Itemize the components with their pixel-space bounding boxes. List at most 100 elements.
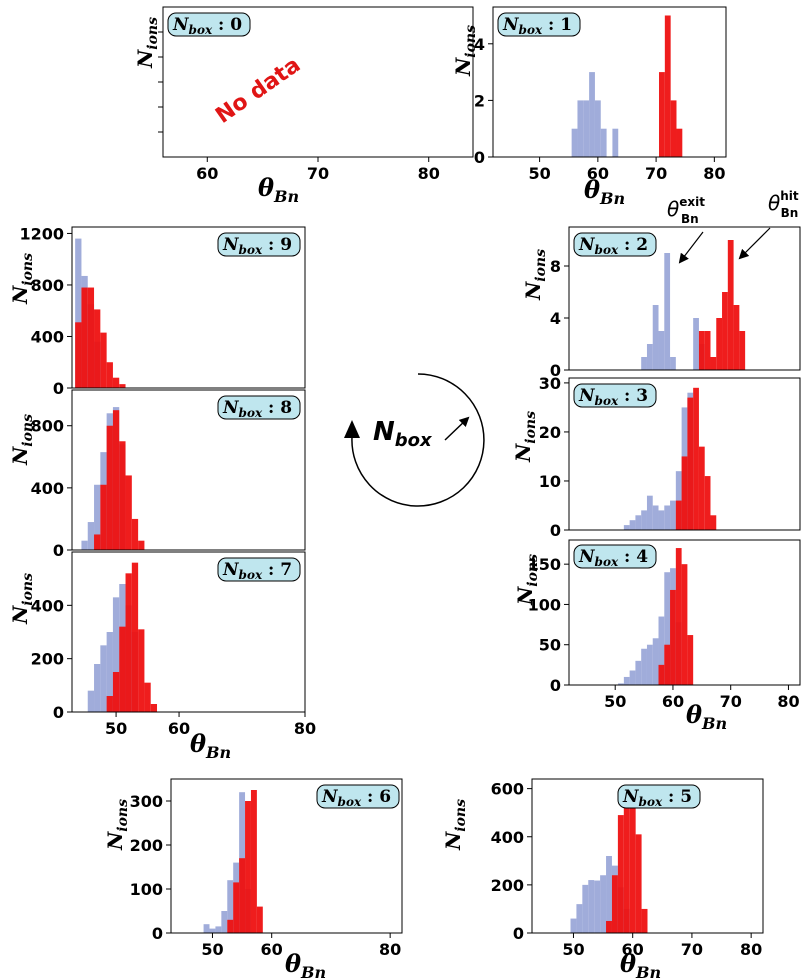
x-tick-label: 70 xyxy=(645,164,667,183)
exit-bar xyxy=(658,510,665,530)
x-axis-label: θBn xyxy=(584,175,625,208)
hit-bar xyxy=(245,801,251,933)
exit-bar xyxy=(675,471,682,530)
x-axis-label-sub: Bn xyxy=(701,714,727,733)
y-tick-label: 1200 xyxy=(19,224,64,243)
y-tick-label: 0 xyxy=(550,361,561,380)
hit-bar xyxy=(641,908,648,933)
hit-bar xyxy=(659,72,665,157)
x-tick-label: 50 xyxy=(105,719,127,738)
y-tick-label: 600 xyxy=(491,780,524,799)
no-data-text: No data xyxy=(211,53,305,129)
center-label-main: N xyxy=(373,417,395,447)
exit-bar xyxy=(600,128,607,157)
box-label-value: : 9 xyxy=(262,235,292,255)
x-axis-label-sub: Bn xyxy=(273,187,299,206)
box-label-sub: box xyxy=(595,394,619,408)
box-label-value: : 3 xyxy=(618,386,648,406)
center-label: Nbox xyxy=(373,417,433,451)
exit-bar xyxy=(612,128,619,157)
y-tick-label: 200 xyxy=(491,876,524,895)
y-tick-label: 0 xyxy=(53,703,64,722)
box-label-sub: box xyxy=(239,243,263,257)
exit-bar xyxy=(635,515,642,530)
exit-bar xyxy=(75,238,82,388)
x-tick-label: 60 xyxy=(196,164,218,183)
plot-frame xyxy=(71,226,306,389)
box-label-n: N xyxy=(321,787,339,807)
hit-bar xyxy=(125,573,132,712)
hit-bar xyxy=(722,292,728,370)
plot-frame xyxy=(71,551,306,713)
y-tick-label: 400 xyxy=(31,479,64,498)
exit-bar xyxy=(94,664,101,712)
plot-frame xyxy=(568,539,801,686)
hit-bar xyxy=(710,515,717,530)
box-label-value: : 6 xyxy=(361,787,391,807)
exit-bar xyxy=(658,616,665,685)
y-axis-label-main: N xyxy=(133,49,157,69)
x-tick-label: 60 xyxy=(587,164,609,183)
panel-nbox-4: 50 60 70 80 0 50 100 150 Nbox : 4 θBn Nions xyxy=(513,539,801,733)
exit-bar xyxy=(635,660,642,685)
box-label-sub: box xyxy=(595,555,619,569)
center-cycle-diagram: Nbox xyxy=(344,373,485,507)
x-tick-label: 60 xyxy=(662,692,684,711)
exit-bar xyxy=(106,632,113,712)
exit-bar xyxy=(693,318,699,370)
hit-bar xyxy=(629,786,636,933)
exit-bar xyxy=(203,924,210,933)
y-tick-label: 800 xyxy=(31,417,64,436)
panel-nbox-6: 50 60 80 0 100 200 300 Nbox : 6 θBn Nions xyxy=(103,778,403,978)
hit-sub: Bn xyxy=(781,206,799,220)
x-tick-label: 50 xyxy=(562,940,584,959)
plot-frame xyxy=(492,6,727,158)
hit-sup: hit xyxy=(780,189,799,203)
y-axis-label-sub: ions xyxy=(523,411,539,444)
hit-bar xyxy=(698,446,705,530)
y-axis-label-main: N xyxy=(8,605,32,625)
exit-bar xyxy=(227,880,234,933)
box-label-value: : 0 xyxy=(212,15,242,35)
hit-bar xyxy=(106,696,113,712)
hit-bar xyxy=(94,309,101,388)
y-tick-label: 0 xyxy=(53,541,64,560)
x-axis-label-main: θ xyxy=(620,949,636,978)
exit-bar xyxy=(652,305,659,370)
box-label-bg xyxy=(167,12,251,37)
y-tick-label: 0 xyxy=(474,148,485,167)
exit-bar xyxy=(646,344,653,370)
box-label-n: N xyxy=(578,386,596,406)
hit-bar xyxy=(106,362,113,388)
exit-bar xyxy=(606,856,612,933)
hit-bar xyxy=(106,425,113,550)
exit-bar xyxy=(641,357,647,370)
hit-bar xyxy=(112,672,120,712)
hit-bar xyxy=(606,920,612,933)
exit-bar xyxy=(664,572,671,685)
plot-frame xyxy=(531,778,764,934)
box-label: Nbox : 4 xyxy=(578,547,648,569)
cycle-arrowhead xyxy=(344,420,360,438)
y-axis-label-main: N xyxy=(8,285,32,305)
y-axis-label-sub: ions xyxy=(463,25,479,58)
x-axis-label-main: θ xyxy=(686,700,702,729)
hit-bar xyxy=(131,518,139,550)
exit-bar xyxy=(641,648,647,685)
x-tick-label: 80 xyxy=(703,164,725,183)
exit-bar xyxy=(629,520,636,530)
hit-bar xyxy=(664,644,671,685)
hit-bar xyxy=(710,357,717,370)
hit-bar xyxy=(250,790,257,933)
box-label: Nbox : 6 xyxy=(321,787,391,809)
x-tick-label: 80 xyxy=(294,719,316,738)
box-label-bg xyxy=(617,784,701,809)
exit-theta: θ xyxy=(667,197,679,221)
x-tick-label: 50 xyxy=(604,692,626,711)
y-axis-label-main: N xyxy=(513,586,537,606)
y-axis-label: Nions xyxy=(451,25,479,77)
exit-bar xyxy=(670,357,676,370)
box-label-sub: box xyxy=(519,23,543,37)
